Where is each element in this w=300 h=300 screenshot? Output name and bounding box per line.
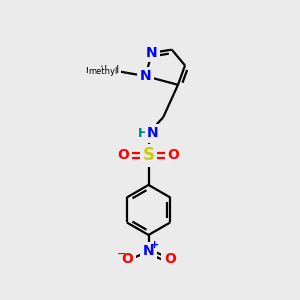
Text: H: H bbox=[137, 127, 148, 140]
Text: S: S bbox=[142, 146, 154, 164]
Text: O: O bbox=[164, 252, 176, 266]
Text: N: N bbox=[140, 69, 151, 83]
Text: −: − bbox=[117, 248, 126, 259]
Text: +: + bbox=[150, 240, 159, 250]
Text: N: N bbox=[143, 244, 154, 258]
Text: O: O bbox=[168, 148, 179, 163]
Text: N: N bbox=[146, 46, 158, 60]
Text: methyl: methyl bbox=[88, 67, 117, 76]
Text: methyl: methyl bbox=[85, 65, 119, 75]
Text: O: O bbox=[122, 252, 133, 266]
Text: O: O bbox=[118, 148, 129, 163]
Text: N: N bbox=[147, 126, 159, 140]
